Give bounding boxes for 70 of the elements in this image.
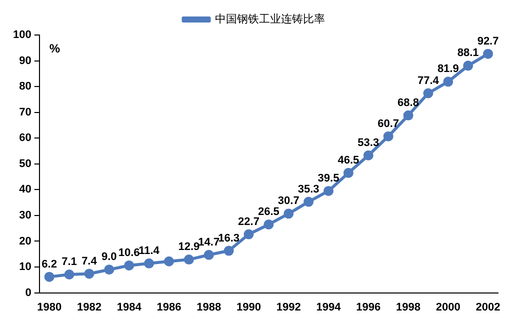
- point: [224, 246, 234, 256]
- point: [443, 76, 454, 87]
- x-tick-label: 1980: [37, 301, 62, 314]
- point: [64, 269, 74, 280]
- x-tick-label: 1994: [316, 301, 342, 314]
- x-tick-label: 1982: [76, 301, 102, 314]
- y-tick-label: 70: [19, 106, 32, 118]
- data-label: 7.1: [62, 256, 77, 268]
- data-label: 88.1: [457, 47, 479, 60]
- data-label: 30.7: [278, 195, 300, 208]
- y-tick-label: 50: [19, 158, 32, 170]
- data-label: 14.7: [198, 236, 220, 248]
- x-tick-label: 1998: [396, 301, 421, 314]
- point: [144, 258, 154, 268]
- point: [483, 48, 494, 59]
- point: [204, 250, 214, 260]
- point: [84, 268, 94, 279]
- y-tick-label: 20: [19, 235, 32, 248]
- x-tick-label: 2002: [476, 301, 500, 314]
- point: [383, 131, 394, 142]
- y-tick-label: 10: [19, 261, 32, 274]
- point: [304, 196, 314, 207]
- data-label: 22.7: [238, 216, 260, 228]
- data-label: 7.4: [82, 255, 98, 268]
- x-tick-label: 1992: [276, 301, 301, 314]
- data-label: 39.5: [318, 172, 340, 184]
- point: [124, 260, 134, 270]
- point: [423, 88, 434, 98]
- point: [463, 60, 474, 71]
- y-tick-label: 60: [19, 132, 32, 144]
- data-label: 6.2: [42, 258, 57, 270]
- data-label: 35.3: [298, 183, 320, 196]
- point: [244, 229, 254, 240]
- data-label: 26.5: [258, 206, 280, 218]
- x-tick-label: 1986: [156, 301, 182, 314]
- point: [324, 186, 334, 196]
- point: [284, 208, 294, 219]
- x-tick-label: 2000: [436, 301, 460, 314]
- data-label: 46.5: [338, 154, 360, 166]
- data-label: 9.0: [102, 251, 117, 264]
- data-label: 16.3: [218, 232, 240, 244]
- point: [164, 256, 174, 266]
- y-tick-label: 90: [19, 54, 32, 67]
- data-label: 81.9: [437, 63, 459, 76]
- legend-label: 中国钢铁工业连铸比率: [214, 12, 325, 26]
- point: [184, 254, 194, 265]
- point: [343, 168, 354, 178]
- point: [403, 110, 414, 120]
- annotation: %: [49, 41, 60, 56]
- x-tick-label: 1988: [196, 301, 222, 314]
- data-label: 68.8: [398, 96, 419, 109]
- data-label: 92.7: [477, 35, 499, 48]
- data-label: 11.4: [138, 244, 160, 257]
- y-tick-label: 100: [12, 29, 32, 42]
- point: [104, 264, 114, 275]
- data-label: 10.6: [118, 247, 140, 260]
- y-tick-label: 0: [25, 286, 32, 299]
- y-tick-label: 30: [19, 209, 32, 222]
- data-label: 12.9: [178, 241, 200, 254]
- data-label: 53.3: [358, 136, 380, 149]
- x-tick-label: 1984: [116, 301, 142, 314]
- point: [44, 272, 54, 282]
- point: [363, 150, 374, 160]
- x-tick-label: 1990: [236, 301, 261, 314]
- data-label: 60.7: [378, 118, 400, 130]
- y-tick-label: 80: [19, 80, 32, 93]
- x-tick-label: 1996: [356, 301, 381, 314]
- data-label: 77.4: [417, 74, 440, 87]
- point: [264, 219, 274, 230]
- y-tick-label: 40: [19, 184, 32, 196]
